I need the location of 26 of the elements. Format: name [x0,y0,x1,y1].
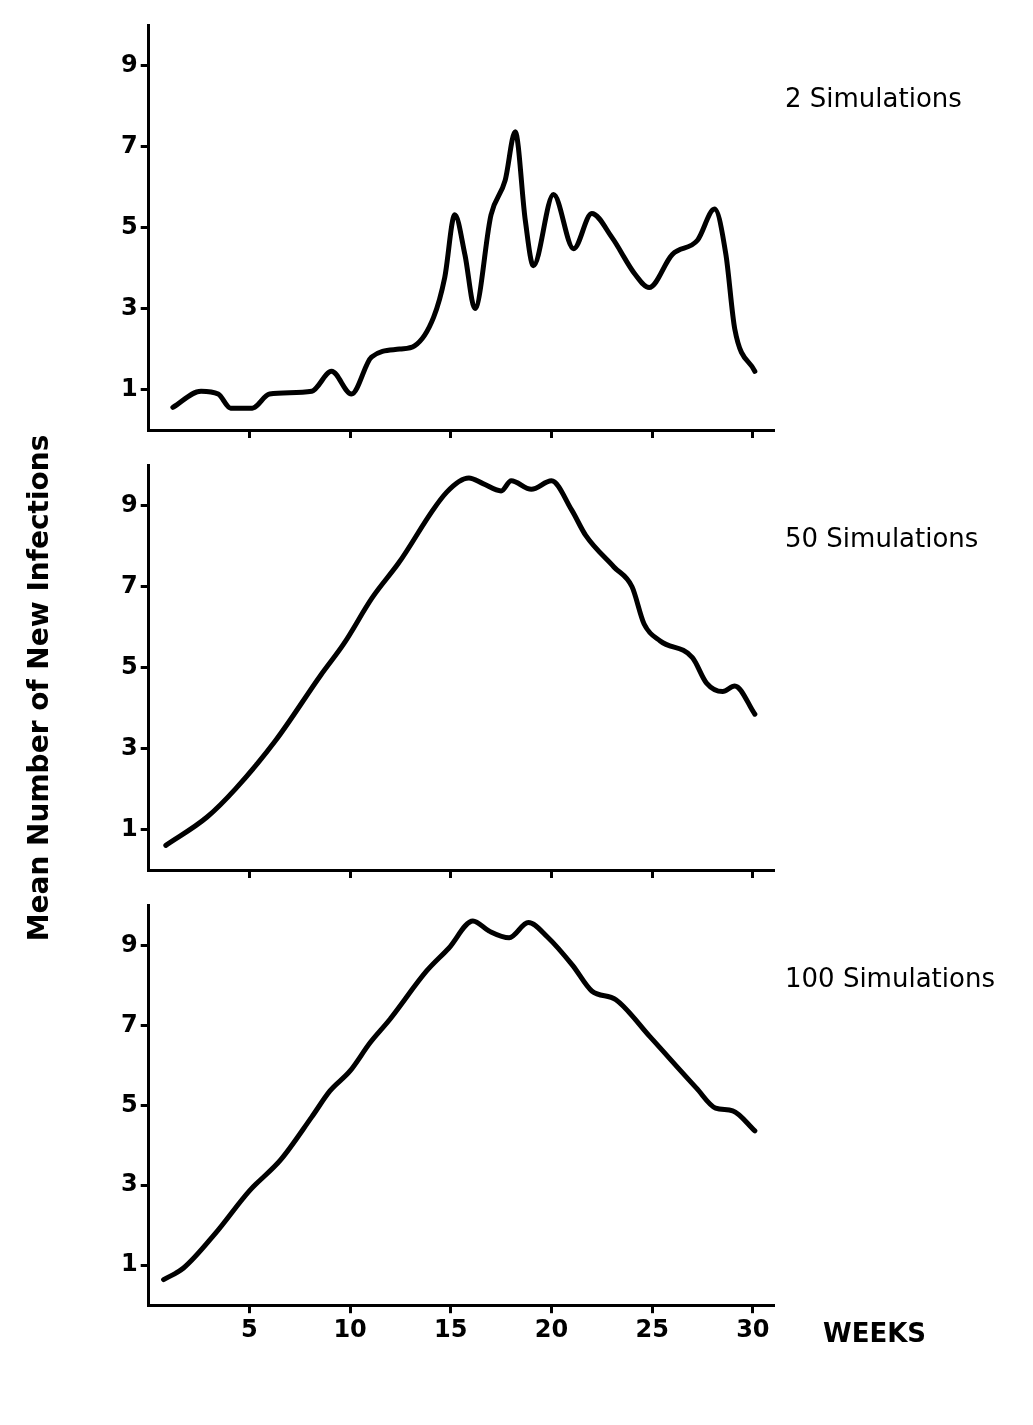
x-tick-label: 20 [534,1314,569,1343]
y-tick-label: 7 [121,131,138,160]
y-tick-label: 9 [121,490,138,519]
text: 50 Simulations [785,523,979,554]
x-tick-label: 30 [736,1314,770,1343]
y-tick-label: 3 [121,292,138,321]
y-tick-label: 1 [121,1249,138,1278]
y-axis-title: Mean Number of New Infections [21,434,55,942]
x-tick-label: 5 [241,1314,258,1343]
y-tick-label: 1 [121,373,138,402]
y-tick-label: 3 [121,732,138,761]
y-tick-label: 7 [121,1009,138,1038]
x-tick-label: 25 [635,1314,669,1343]
y-tick-label: 7 [121,571,138,600]
x-tick-label: 10 [333,1314,367,1343]
text: 2 Simulations [785,83,962,114]
y-tick-label: 3 [121,1169,138,1198]
y-tick-label: 5 [121,211,138,240]
x-tick-label: 15 [434,1314,468,1343]
y-tick-label: 1 [121,813,138,842]
y-tick-label: 5 [121,651,138,680]
text: 100 Simulations [785,963,995,994]
y-tick-label: 9 [121,50,138,79]
x-axis-title: WEEKS [823,1317,927,1348]
y-tick-label: 9 [121,929,138,958]
y-tick-label: 5 [121,1089,138,1118]
